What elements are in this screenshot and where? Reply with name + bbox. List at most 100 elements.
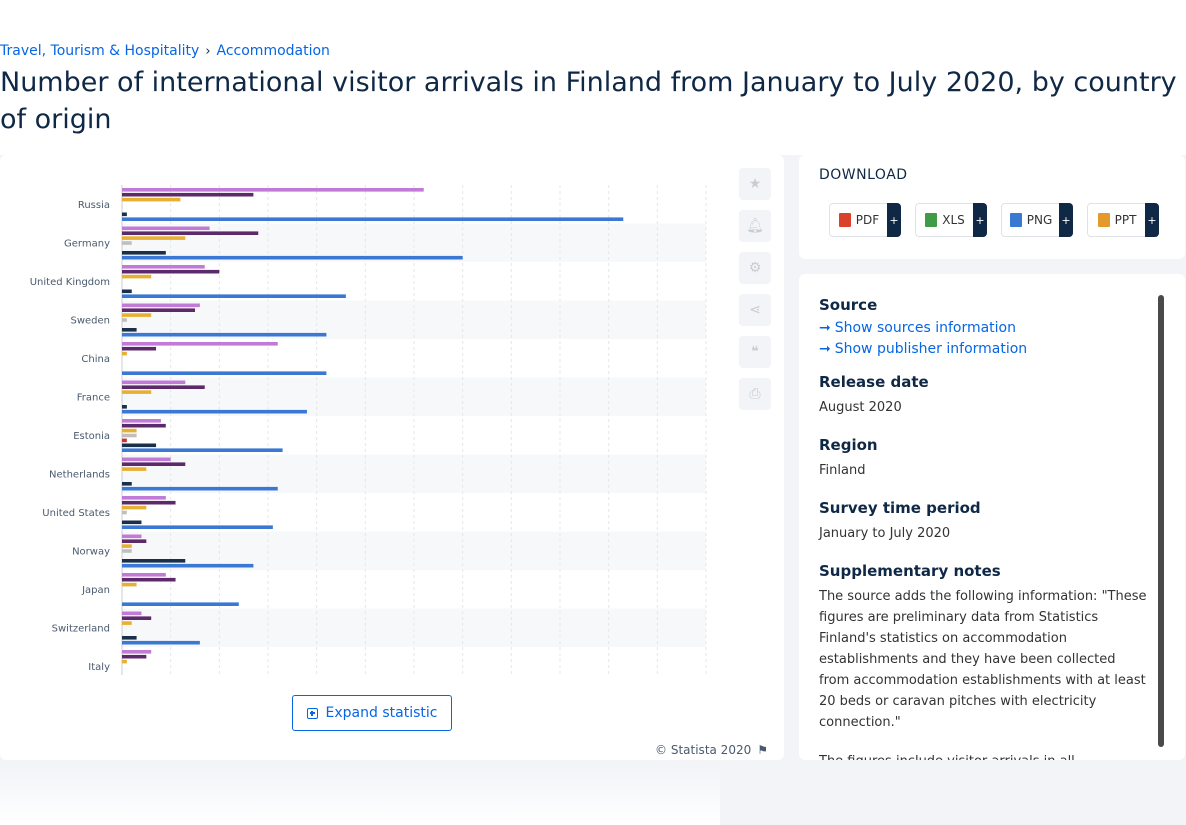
bar bbox=[122, 659, 127, 664]
expand-statistic-button[interactable]: Expand statistic bbox=[292, 695, 452, 731]
bar bbox=[122, 577, 176, 582]
show-publisher-link[interactable]: ➞ Show publisher information bbox=[819, 341, 1149, 357]
chart-card: Russia Germany United Kingdom Sweden China Fr… bbox=[0, 155, 784, 825]
bar bbox=[122, 351, 127, 356]
flag-icon[interactable]: ⚑ bbox=[757, 743, 768, 757]
region-heading: Region bbox=[819, 436, 878, 454]
download-card: DOWNLOAD PDF + XLS + PNG + PPT + bbox=[799, 155, 1185, 259]
category-label: Germany bbox=[64, 239, 110, 250]
bar bbox=[122, 265, 205, 269]
show-publisher-label: Show publisher information bbox=[834, 341, 1028, 357]
supplementary-notes-text-2: The figures include visitor arrivals in … bbox=[819, 751, 1149, 760]
bar bbox=[122, 640, 200, 645]
bar bbox=[122, 496, 166, 500]
arrow-right-icon: ➞ bbox=[819, 341, 831, 357]
bar bbox=[122, 385, 205, 389]
release-date-heading: Release date bbox=[819, 373, 929, 391]
bar bbox=[122, 188, 424, 192]
category-label: Russia bbox=[78, 200, 110, 211]
category-label: Estonia bbox=[73, 431, 110, 442]
category-label: Switzerland bbox=[52, 624, 110, 635]
credit-text: © Statista 2020 bbox=[655, 743, 752, 757]
category-label: United States bbox=[42, 508, 110, 519]
bar bbox=[122, 611, 142, 616]
category-label: France bbox=[77, 393, 110, 404]
show-sources-label: Show sources information bbox=[834, 320, 1016, 336]
bar bbox=[122, 269, 220, 274]
download-ppt-plus[interactable]: + bbox=[1145, 203, 1159, 237]
download-ppt-button[interactable]: PPT + bbox=[1087, 203, 1159, 237]
chart-fade-overlay bbox=[0, 765, 720, 825]
bar bbox=[122, 534, 142, 539]
download-png-label: PNG bbox=[1026, 213, 1053, 227]
bar bbox=[122, 423, 166, 428]
bar bbox=[122, 443, 157, 448]
show-sources-link[interactable]: ➞ Show sources information bbox=[819, 320, 1149, 336]
bar bbox=[122, 428, 137, 433]
quote-icon[interactable]: ❝ bbox=[739, 336, 771, 368]
download-png-plus[interactable]: + bbox=[1059, 203, 1073, 237]
download-xls-label: XLS bbox=[942, 213, 965, 227]
bar bbox=[122, 563, 254, 568]
category-label: Japan bbox=[81, 585, 110, 596]
bar bbox=[122, 549, 132, 553]
bar bbox=[122, 650, 152, 654]
bar bbox=[122, 419, 161, 423]
bar bbox=[122, 467, 147, 471]
gear-icon[interactable]: ⚙ bbox=[739, 252, 771, 284]
bar bbox=[122, 303, 200, 308]
bell-icon[interactable]: 🔔︎ bbox=[739, 210, 771, 242]
bar bbox=[122, 520, 142, 525]
download-pdf-label: PDF bbox=[855, 213, 880, 227]
info-card: Source ➞ Show sources information ➞ Show p… bbox=[799, 274, 1185, 760]
chart-toolbar: ★ 🔔︎ ⚙ ⋖ ❝ ⎙ bbox=[739, 168, 771, 410]
bar bbox=[122, 390, 152, 394]
bar bbox=[122, 510, 127, 515]
breadcrumb-link-travel[interactable]: Travel, Tourism & Hospitality bbox=[0, 43, 200, 59]
category-label: Netherlands bbox=[49, 470, 110, 481]
print-icon[interactable]: ⎙ bbox=[739, 378, 771, 410]
supplementary-notes-heading: Supplementary notes bbox=[819, 562, 1001, 580]
bar bbox=[122, 371, 327, 375]
download-buttons: PDF + XLS + PNG + PPT + bbox=[829, 203, 1159, 237]
survey-period-value: January to July 2020 bbox=[819, 526, 951, 541]
bar bbox=[122, 500, 176, 505]
download-title: DOWNLOAD bbox=[819, 167, 908, 183]
share-icon[interactable]: ⋖ bbox=[739, 294, 771, 326]
download-pdf-plus[interactable]: + bbox=[887, 203, 901, 237]
page-title: Number of international visitor arrivals… bbox=[0, 67, 1177, 135]
download-pdf-button[interactable]: PDF + bbox=[829, 203, 901, 237]
bar bbox=[122, 616, 152, 620]
bar bbox=[122, 559, 186, 563]
bar bbox=[122, 409, 307, 414]
info-scrollbar[interactable] bbox=[1158, 295, 1164, 747]
download-png-button[interactable]: PNG + bbox=[1001, 203, 1073, 237]
bar bbox=[122, 289, 132, 294]
bar bbox=[122, 433, 137, 438]
breadcrumb-link-accommodation[interactable]: Accommodation bbox=[216, 43, 330, 59]
bar bbox=[122, 621, 132, 625]
bar bbox=[122, 251, 166, 255]
bar bbox=[122, 342, 278, 346]
download-xls-plus[interactable]: + bbox=[973, 203, 987, 237]
supplementary-notes-text: The source adds the following informatio… bbox=[819, 589, 1147, 730]
chart-credit: © Statista 2020 ⚑ bbox=[655, 743, 768, 757]
bar-chart: Russia Germany United Kingdom Sweden China Fr… bbox=[30, 185, 707, 675]
bar bbox=[122, 482, 132, 486]
png-file-icon bbox=[1009, 213, 1022, 227]
bar bbox=[122, 636, 137, 640]
star-icon[interactable]: ★ bbox=[739, 168, 771, 200]
bar bbox=[122, 405, 127, 409]
bar bbox=[122, 255, 463, 260]
expand-icon bbox=[306, 707, 318, 719]
download-ppt-label: PPT bbox=[1114, 213, 1137, 227]
bar bbox=[122, 525, 273, 529]
bar bbox=[122, 236, 186, 240]
bar bbox=[122, 544, 132, 548]
bar bbox=[122, 308, 195, 312]
category-label: Italy bbox=[88, 662, 110, 673]
bar bbox=[122, 582, 137, 587]
download-xls-button[interactable]: XLS + bbox=[915, 203, 987, 237]
survey-period-heading: Survey time period bbox=[819, 499, 981, 517]
bar bbox=[122, 602, 239, 606]
